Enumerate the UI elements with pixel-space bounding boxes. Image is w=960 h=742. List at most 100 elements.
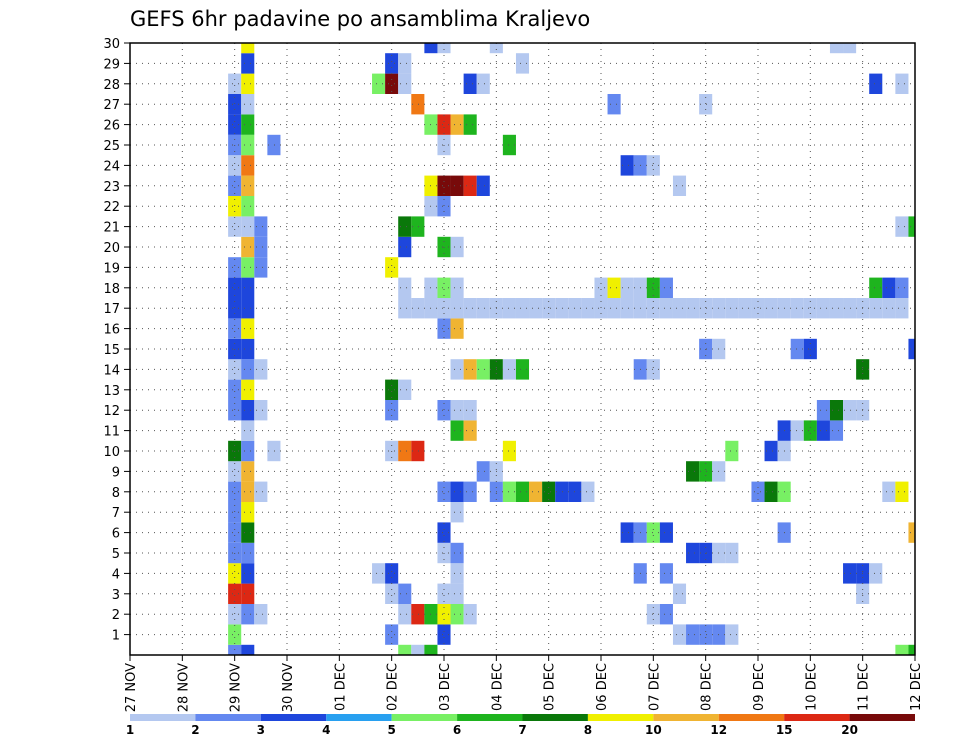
y-axis: 1234567891011121314151617181920212223242… bbox=[103, 37, 130, 644]
heatmap-cell-152 bbox=[450, 298, 464, 319]
heatmap-cell-14 bbox=[725, 624, 739, 645]
heatmap-cell-260 bbox=[241, 53, 255, 74]
heatmap-cell-210 bbox=[450, 236, 464, 258]
heatmap-cell-97 bbox=[725, 440, 739, 462]
heatmap-cell-113 bbox=[450, 400, 464, 421]
heatmap-cell-188 bbox=[241, 277, 255, 298]
heatmap-cell-3 bbox=[411, 644, 425, 655]
heatmap-cell-197 bbox=[646, 277, 660, 298]
heatmap-cell-121 bbox=[385, 379, 399, 400]
heatmap-cell-26 bbox=[228, 583, 242, 604]
y-tick-label-6: 6 bbox=[112, 527, 120, 542]
chart-title: GEFS 6hr padavine po ansamblima Kraljevo bbox=[130, 7, 590, 31]
heatmap-cell-96 bbox=[502, 440, 516, 462]
heatmap-cell-245 bbox=[463, 114, 477, 135]
heatmap-cell-32 bbox=[672, 583, 687, 604]
heatmap-cell-63 bbox=[450, 502, 464, 523]
heatmap-cell-170 bbox=[686, 298, 700, 319]
heatmap-cell-158 bbox=[529, 298, 543, 319]
heatmap-cell-182 bbox=[843, 298, 857, 319]
x-tick-label-11: 08 DEC bbox=[700, 663, 715, 711]
heatmap-cell-187 bbox=[228, 277, 242, 298]
heatmap-cell-164 bbox=[607, 298, 621, 319]
heatmap-cell-38 bbox=[450, 563, 464, 584]
heatmap-cell-171 bbox=[699, 298, 713, 319]
legend-swatch-8 bbox=[653, 714, 719, 721]
legend-swatch-7 bbox=[587, 714, 654, 721]
heatmap-cell-217 bbox=[908, 216, 915, 237]
heatmap-cell-65 bbox=[241, 481, 255, 502]
y-tick-label-28: 28 bbox=[103, 78, 120, 93]
heatmap-cell-84 bbox=[241, 461, 255, 482]
heatmap-cell-34 bbox=[228, 563, 242, 584]
heatmap-cell-251 bbox=[228, 73, 242, 94]
legend-label-8: 10 bbox=[645, 723, 662, 737]
heatmap-cell-246 bbox=[228, 94, 242, 115]
heatmap-cell-218 bbox=[228, 196, 242, 217]
heatmap-cell-120 bbox=[241, 379, 255, 400]
heatmap-cell-229 bbox=[672, 175, 687, 196]
x-tick-label-0: 27 NOV bbox=[124, 663, 139, 712]
heatmap-cell-263 bbox=[515, 53, 530, 74]
heatmap-cell-123 bbox=[228, 359, 242, 380]
heatmap-cell-24 bbox=[646, 604, 660, 625]
heatmap-cell-204 bbox=[254, 257, 268, 278]
y-tick-label-9: 9 bbox=[112, 465, 120, 480]
heatmap-cell-202 bbox=[228, 257, 242, 278]
heatmap-cell-105 bbox=[803, 420, 817, 441]
heatmap-cell-207 bbox=[254, 236, 268, 258]
x-tick-label-1: 28 NOV bbox=[176, 663, 191, 712]
heatmap-cell-214 bbox=[398, 216, 412, 237]
heatmap-cell-43 bbox=[869, 563, 883, 584]
heatmap-cell-133 bbox=[646, 359, 660, 380]
heatmap-cell-12 bbox=[699, 624, 713, 645]
heatmap-cell-191 bbox=[437, 277, 451, 298]
heatmap-cell-157 bbox=[515, 298, 530, 319]
heatmap-cell-64 bbox=[228, 481, 242, 502]
legend-swatch-4 bbox=[391, 714, 458, 721]
x-tick-label-14: 11 DEC bbox=[857, 663, 872, 711]
heatmap-cell-248 bbox=[411, 94, 425, 115]
heatmap-cell-264 bbox=[241, 43, 255, 54]
heatmap-cell-258 bbox=[869, 73, 883, 94]
heatmap-cell-111 bbox=[385, 400, 399, 421]
heatmap-cell-6 bbox=[908, 644, 915, 655]
heatmap-cell-178 bbox=[790, 298, 804, 319]
heatmap-cell-192 bbox=[450, 277, 464, 298]
x-tick-label-3: 30 NOV bbox=[281, 663, 296, 712]
y-tick-label-26: 26 bbox=[103, 119, 120, 134]
heatmap-cell-151 bbox=[437, 298, 451, 319]
heatmap-cell-160 bbox=[555, 298, 569, 319]
heatmap-cell-240 bbox=[228, 114, 242, 135]
heatmap-cell-128 bbox=[476, 359, 490, 380]
heatmap-cell-67 bbox=[437, 481, 451, 502]
heatmap-cell-115 bbox=[816, 400, 830, 421]
heatmap-cell-91 bbox=[241, 440, 255, 462]
x-axis: 27 NOV 28 NOV 29 NOV 30 NOV 01 DEC 02 DEC 03 D… bbox=[124, 655, 924, 712]
y-tick-label-1: 1 bbox=[112, 629, 120, 644]
heatmap-cell-112 bbox=[437, 400, 451, 421]
heatmap-cell-124 bbox=[241, 359, 255, 380]
heatmap-cell-19 bbox=[411, 604, 425, 625]
heatmap-cell-69 bbox=[463, 481, 477, 502]
heatmap-cell-5 bbox=[895, 644, 909, 655]
heatmap-cell-259 bbox=[895, 73, 909, 94]
legend-label-2: 3 bbox=[257, 723, 265, 737]
heatmap-cell-9 bbox=[437, 624, 451, 645]
heatmap-cell-186 bbox=[895, 298, 909, 319]
heatmap-cell-18 bbox=[398, 604, 412, 625]
heatmap-cell-52 bbox=[228, 522, 242, 543]
heatmap-cell-35 bbox=[241, 563, 255, 584]
heatmap-cell-28 bbox=[385, 583, 399, 604]
heatmap-cell-79 bbox=[764, 481, 778, 502]
heatmap-cell-268 bbox=[829, 43, 844, 54]
heatmap-cell-108 bbox=[228, 400, 242, 421]
y-tick-label-4: 4 bbox=[112, 567, 120, 582]
legend-swatch-1 bbox=[195, 714, 261, 721]
heatmap-cell-15 bbox=[228, 604, 242, 625]
heatmap-cell-30 bbox=[437, 583, 451, 604]
legend-label-10: 15 bbox=[776, 723, 793, 737]
heatmap-cell-199 bbox=[869, 277, 883, 298]
heatmap-cell-243 bbox=[437, 114, 451, 135]
y-tick-label-29: 29 bbox=[103, 57, 120, 72]
